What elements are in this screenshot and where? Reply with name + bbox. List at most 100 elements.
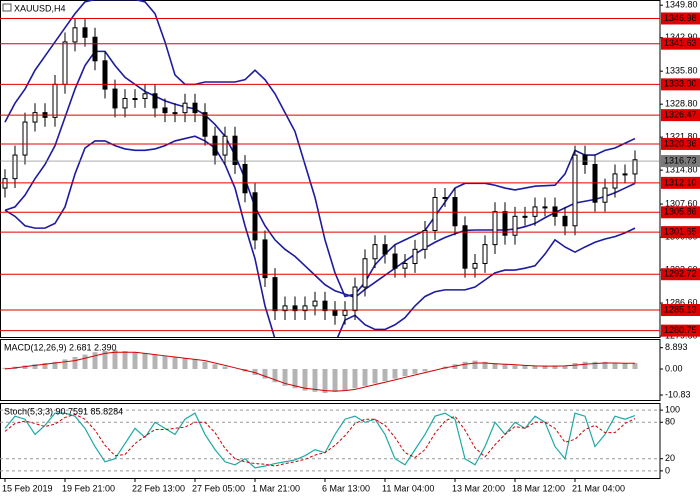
x-tick-label: 11 Mar 04:00 [382, 483, 434, 493]
macd-bar [422, 369, 428, 372]
candle-body [392, 253, 398, 269]
macd-bar [82, 354, 88, 370]
bollinger-upper [4, 0, 636, 298]
macd-bar [292, 369, 298, 389]
x-tick-label: 6 Mar 13:00 [322, 483, 370, 493]
macd-bar [482, 361, 488, 370]
candle-body [542, 206, 548, 209]
main-frame [0, 0, 661, 338]
candle-body [322, 300, 328, 312]
candle-body [612, 173, 618, 189]
macd-bar [572, 363, 578, 370]
stoch-plot [4, 412, 636, 469]
candle-body [522, 215, 528, 218]
macd-bar [352, 369, 358, 389]
level-label: 1285.13 [664, 304, 697, 314]
macd-bar [262, 369, 268, 379]
candle-body [102, 60, 108, 90]
candle-body [572, 154, 578, 227]
macd-bar [392, 369, 398, 379]
candle-body [82, 27, 88, 38]
level-label-bg [661, 324, 700, 337]
macd-bar [402, 369, 408, 377]
stoch-main [4, 412, 636, 469]
level-label: 1301.65 [664, 227, 697, 237]
candle-body [562, 215, 568, 227]
candle-body [532, 206, 538, 217]
candle-body [402, 262, 408, 269]
candle-body [232, 135, 238, 165]
candle-body [432, 196, 438, 231]
macd-bar [52, 361, 58, 370]
candle-body [462, 225, 468, 269]
candle-body [342, 310, 348, 316]
candle-body [242, 163, 248, 194]
candle-body [52, 83, 58, 118]
macd-bar [2, 367, 8, 370]
macd-bar [362, 369, 368, 386]
candle-body [12, 154, 18, 180]
y-tick-label: 80 [665, 417, 675, 427]
stoch-signal [4, 413, 636, 467]
macd-bar [462, 361, 468, 370]
macd-bar [322, 369, 328, 394]
y-tick-label: 1321.80 [665, 132, 698, 142]
macd-bar [132, 352, 138, 370]
macd-bar [562, 365, 568, 370]
macd-bar [602, 361, 608, 370]
macd-title: MACD(12,26,9) 2.681 2.390 [4, 342, 117, 352]
macd-frame [0, 339, 661, 401]
y-tick-label: -10.83 [665, 389, 691, 399]
macd-bar [212, 364, 218, 370]
y-tick-label: 1342.90 [665, 32, 698, 42]
candle-body [452, 196, 458, 227]
x-tick-label: 15 Feb 2019 [2, 483, 53, 493]
last-price-label-bg [661, 155, 700, 168]
y-tick-label: 1328.80 [665, 99, 698, 109]
macd-bar [32, 364, 38, 370]
macd-bar [542, 365, 548, 370]
candle-body [72, 27, 78, 43]
macd-bar [372, 369, 378, 384]
macd-bar [492, 363, 498, 370]
candle-body [502, 211, 508, 236]
macd-bar [152, 354, 158, 370]
macd-bar [42, 363, 48, 370]
candle-body [332, 310, 338, 316]
x-tick-label: 19 Feb 21:00 [62, 483, 115, 493]
candle-body [412, 248, 418, 264]
candle-body [362, 258, 368, 288]
x-tick-label: 27 Feb 05:00 [192, 483, 245, 493]
macd-plot [2, 349, 638, 394]
macd-bar [62, 359, 68, 370]
macd-bar [302, 369, 308, 391]
macd-bar [612, 363, 618, 370]
level-label-bg [661, 37, 700, 50]
macd-bar [92, 352, 98, 370]
candle-body [272, 277, 278, 312]
macd-bar [532, 365, 538, 370]
candle-body [442, 196, 448, 199]
macd-bar [622, 363, 628, 370]
level-label: 1326.47 [664, 110, 697, 120]
macd-signal [4, 351, 635, 392]
macd-bar [552, 365, 558, 370]
macd-bar [502, 364, 508, 370]
candle-body [582, 154, 588, 165]
candle-body [152, 93, 158, 109]
last-price-label: 1316.73 [664, 155, 697, 165]
level-label-bg [661, 226, 700, 239]
macd-bar [162, 355, 168, 370]
y-tick-label: 100 [665, 404, 680, 414]
candle-body [552, 206, 558, 217]
bollinger-lower [4, 135, 636, 337]
macd-bar [252, 369, 258, 376]
macd-bar [592, 361, 598, 370]
level-label-bg [661, 78, 700, 91]
level-label: 1280.75 [664, 325, 697, 335]
candle-body [352, 286, 358, 312]
macd-bar [522, 365, 528, 370]
